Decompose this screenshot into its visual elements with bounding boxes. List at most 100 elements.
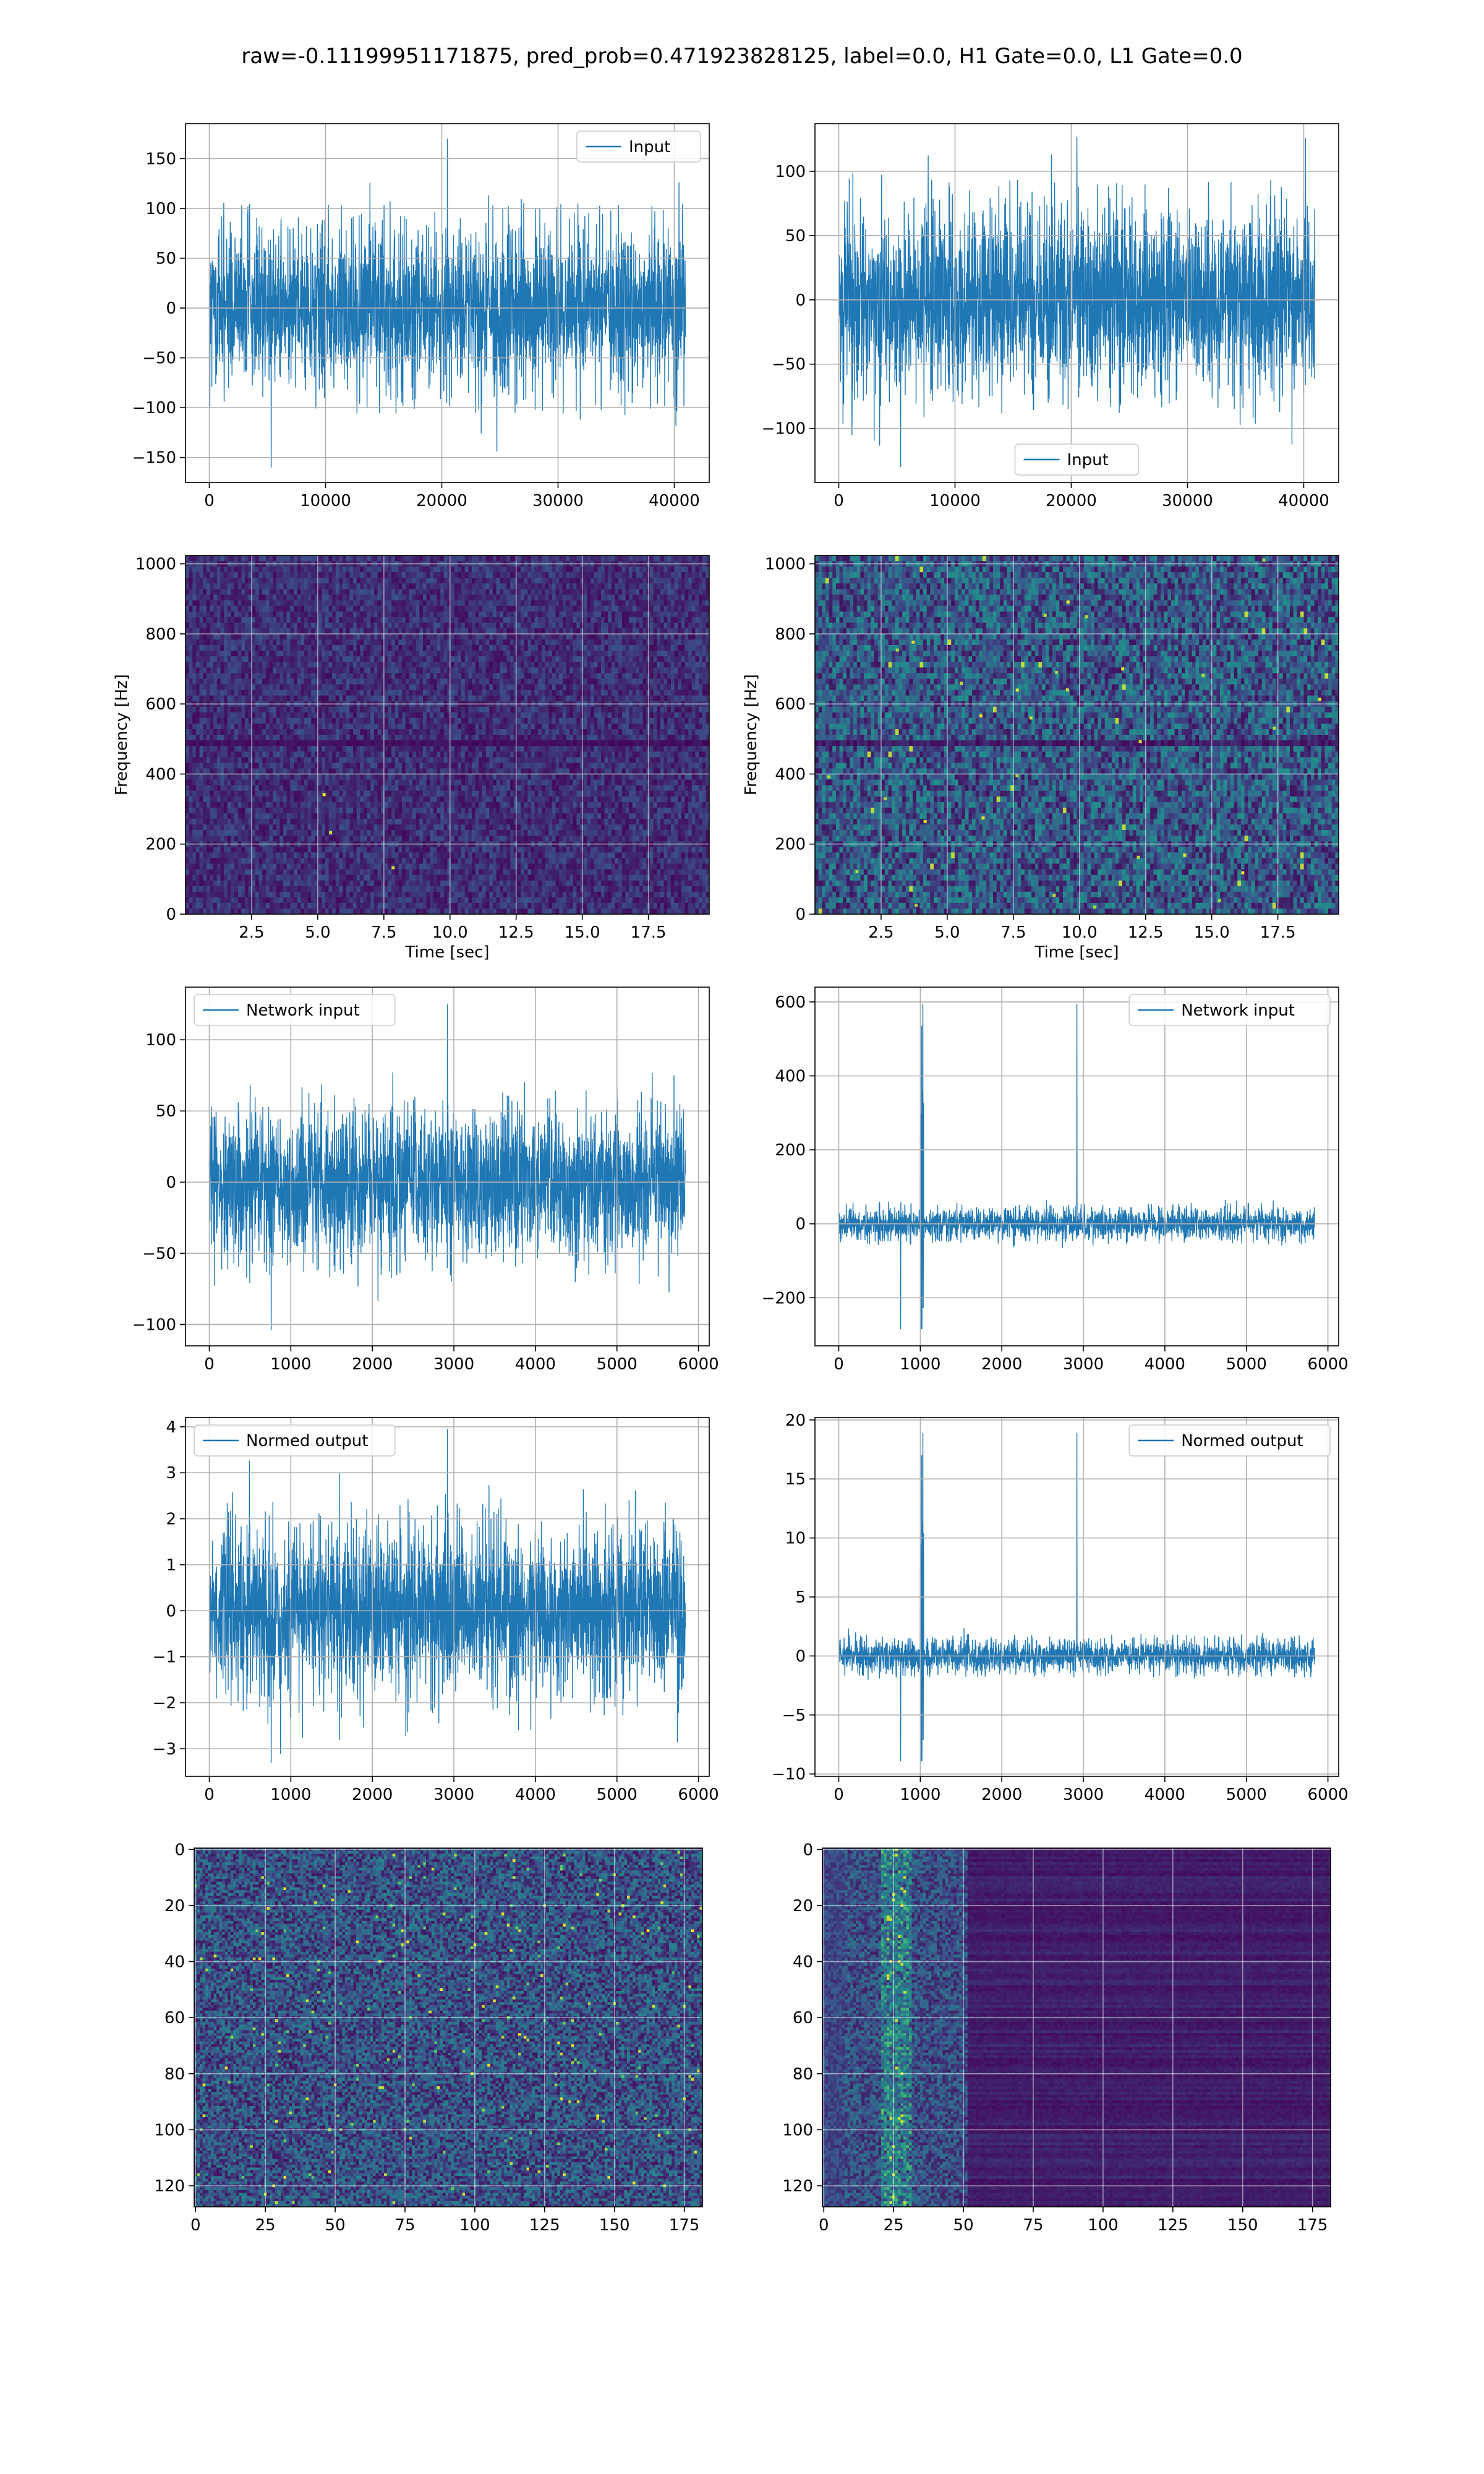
spectrogram-cell	[444, 903, 448, 909]
spectrogram-cell	[276, 678, 280, 685]
spectrogram-cell	[433, 746, 437, 752]
spectrogram-cell	[374, 645, 378, 651]
spectrogram-cell	[186, 903, 189, 909]
spectrogram-cell	[427, 852, 430, 858]
spectrogram-cell	[427, 678, 430, 685]
spectrogram-cell	[360, 673, 364, 679]
spectrogram-cell	[270, 567, 273, 573]
spectrogram-cell	[311, 713, 315, 719]
spectrogram-cell	[343, 583, 346, 589]
spectrogram-cell	[360, 847, 364, 853]
spectrogram-cell	[189, 797, 193, 803]
spectrogram-cell	[367, 578, 371, 584]
spectrogram-cell	[304, 892, 308, 898]
spectrogram-cell	[245, 572, 249, 578]
spectrogram-cell	[395, 858, 399, 864]
spectrogram-cell	[440, 875, 444, 881]
spectrogram-cell	[398, 735, 402, 741]
spectrogram-cell	[430, 830, 433, 836]
spectrogram-cell	[301, 690, 304, 696]
spectrogram-cell	[374, 678, 378, 685]
spectrogram-cell	[395, 589, 399, 595]
spectrogram-cell	[266, 757, 270, 763]
spectrogram-cell	[273, 881, 276, 887]
spectrogram-cell	[433, 791, 437, 797]
spectrogram-cell	[430, 785, 433, 792]
spectrogram-cell	[213, 696, 217, 702]
spectrogram-cell	[255, 623, 259, 629]
spectrogram-cell	[353, 881, 357, 887]
spectrogram-cell	[339, 645, 343, 651]
spectrogram-cell	[329, 667, 333, 674]
spectrogram-cell	[224, 729, 228, 735]
spectrogram-cell	[241, 567, 245, 573]
spectrogram-cell	[238, 863, 242, 870]
spectrogram-cell	[217, 785, 221, 792]
spectrogram-cell	[304, 875, 308, 881]
spectrogram-cell	[220, 594, 224, 601]
spectrogram-cell	[343, 836, 346, 842]
spectrogram-cell	[416, 785, 420, 792]
spectrogram-cell	[290, 572, 294, 578]
spectrogram-cell	[189, 757, 193, 763]
spectrogram-cell	[279, 645, 283, 651]
spectrogram-cell	[423, 785, 427, 792]
spectrogram-cell	[416, 768, 420, 774]
spectrogram-cell	[224, 740, 228, 747]
spectrogram-cell	[406, 612, 409, 618]
spectrogram-cell	[336, 735, 339, 741]
spectrogram-cell	[349, 858, 353, 864]
spectrogram-cell	[385, 601, 388, 607]
spectrogram-cell	[402, 813, 406, 820]
spectrogram-cell	[370, 640, 374, 646]
spectrogram-cell	[385, 735, 388, 741]
spectrogram-cell	[220, 651, 224, 657]
spectrogram-cell	[318, 555, 322, 562]
spectrogram-cell	[255, 746, 259, 752]
spectrogram-cell	[245, 690, 249, 696]
spectrogram-cell	[224, 757, 228, 763]
spectrogram-cell	[228, 594, 231, 601]
spectrogram-cell	[220, 824, 224, 831]
spectrogram-cell	[234, 870, 238, 876]
spectrogram-cell	[395, 751, 399, 758]
spectrogram-cell	[283, 740, 287, 747]
spectrogram-cell	[430, 640, 433, 646]
spectrogram-cell	[412, 696, 416, 702]
spectrogram-cell	[444, 634, 448, 640]
spectrogram-cell	[409, 678, 412, 685]
spectrogram-cell	[325, 718, 329, 724]
spectrogram-cell	[252, 640, 255, 646]
spectrogram-cell	[308, 594, 312, 601]
spectrogram-cell	[255, 740, 259, 747]
spectrogram-cell	[433, 617, 437, 623]
spectrogram-cell	[245, 858, 249, 864]
spectrogram-cell	[304, 601, 308, 607]
spectrogram-cell	[332, 797, 336, 803]
spectrogram-cell	[349, 662, 353, 668]
spectrogram-cell	[419, 802, 423, 808]
spectrogram-cell	[210, 892, 214, 898]
spectrogram-cell	[416, 746, 420, 752]
spectrogram-cell	[353, 740, 357, 747]
spectrogram-cell	[423, 813, 427, 820]
spectrogram-cell	[186, 656, 189, 662]
y-tick: −50	[772, 356, 815, 374]
spectrogram-cell	[186, 634, 189, 640]
spectrogram-cell	[279, 886, 283, 892]
spectrogram-cell	[325, 897, 329, 904]
spectrogram-cell	[325, 757, 329, 763]
spectrogram-cell	[353, 813, 357, 820]
spectrogram-cell	[220, 847, 224, 853]
spectrogram-cell	[419, 875, 423, 881]
spectrogram-cell	[200, 634, 203, 640]
spectrogram-cell	[423, 690, 427, 696]
spectrogram-cell	[213, 578, 217, 584]
spectrogram-cell	[385, 763, 388, 769]
spectrogram-cell	[364, 751, 367, 758]
spectrogram-cell	[402, 594, 406, 601]
spectrogram-cell	[419, 651, 423, 657]
spectrogram-cell	[451, 645, 454, 651]
spectrogram-cell	[339, 852, 343, 858]
spectrogram-cell	[329, 589, 333, 595]
